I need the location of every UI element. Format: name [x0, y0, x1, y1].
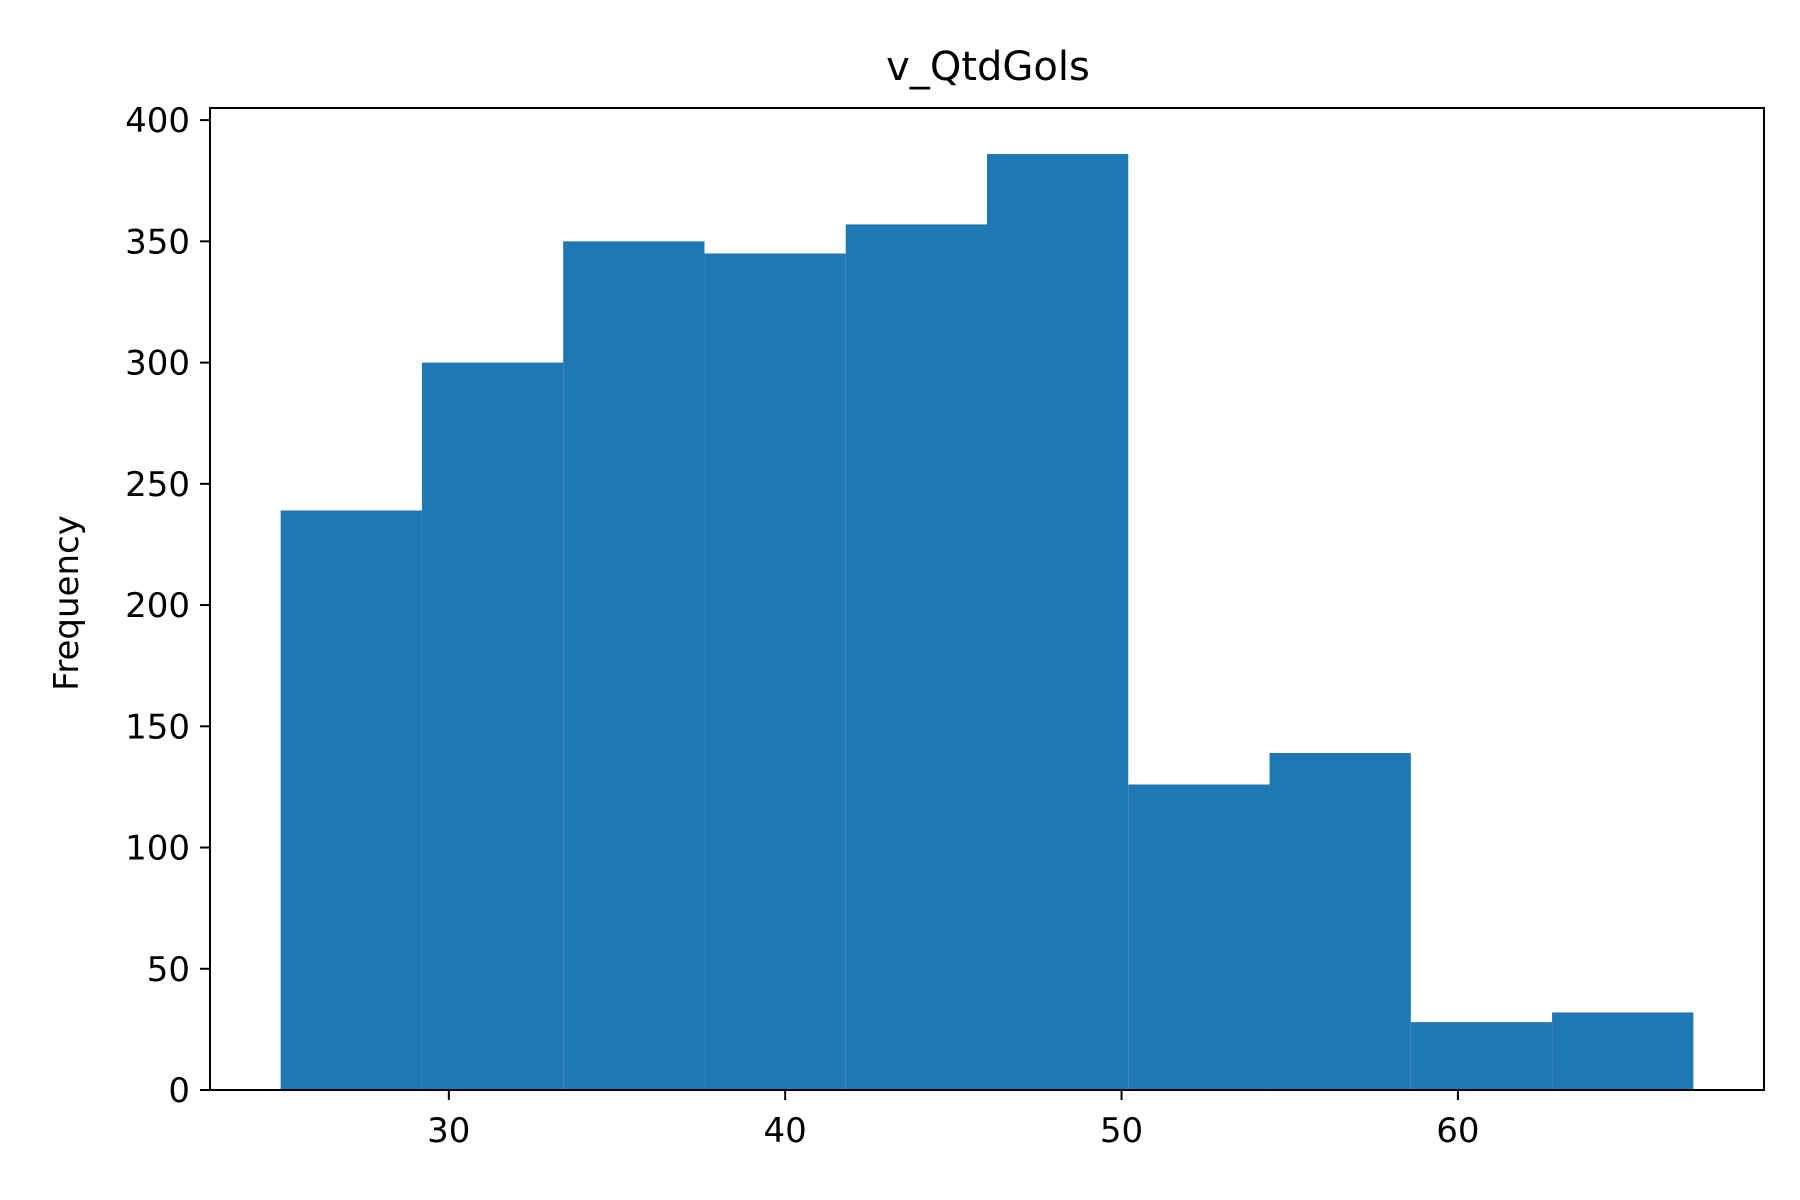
histogram-bar: [1410, 1022, 1553, 1090]
histogram-bar: [845, 224, 987, 1090]
y-tick-label: 200: [125, 586, 190, 626]
histogram-bar: [421, 362, 564, 1090]
histogram-bar: [1552, 1012, 1694, 1090]
y-tick-label: 0: [168, 1071, 190, 1111]
chart-title: v_QtdGols: [886, 44, 1090, 90]
x-tick-label: 50: [1100, 1111, 1143, 1151]
histogram-bar: [563, 241, 705, 1090]
x-tick-label: 30: [427, 1111, 470, 1151]
histogram-bar: [1128, 784, 1270, 1090]
y-tick-label: 300: [125, 344, 190, 384]
y-axis-label: Frequency: [47, 515, 87, 691]
plot-frame: [209, 107, 1765, 1091]
histogram-bar: [987, 154, 1129, 1090]
y-axis-ticks: 0 50 100 150 200 250 300 350 400: [125, 101, 210, 1111]
histogram-bar: [280, 510, 422, 1090]
y-tick-label: 50: [147, 950, 190, 990]
y-tick-label: 150: [125, 707, 190, 747]
y-tick-label: 400: [125, 101, 190, 141]
histogram-bar: [704, 253, 846, 1091]
bars-group: [280, 154, 1694, 1091]
y-tick-label: 250: [125, 465, 190, 505]
y-tick-label: 100: [125, 829, 190, 869]
histogram-bar: [1269, 752, 1411, 1090]
x-tick-label: 40: [764, 1111, 807, 1151]
y-tick-label: 350: [125, 222, 190, 262]
x-tick-label: 60: [1436, 1111, 1479, 1151]
x-axis-ticks: 30 40 50 60: [427, 1090, 1480, 1151]
